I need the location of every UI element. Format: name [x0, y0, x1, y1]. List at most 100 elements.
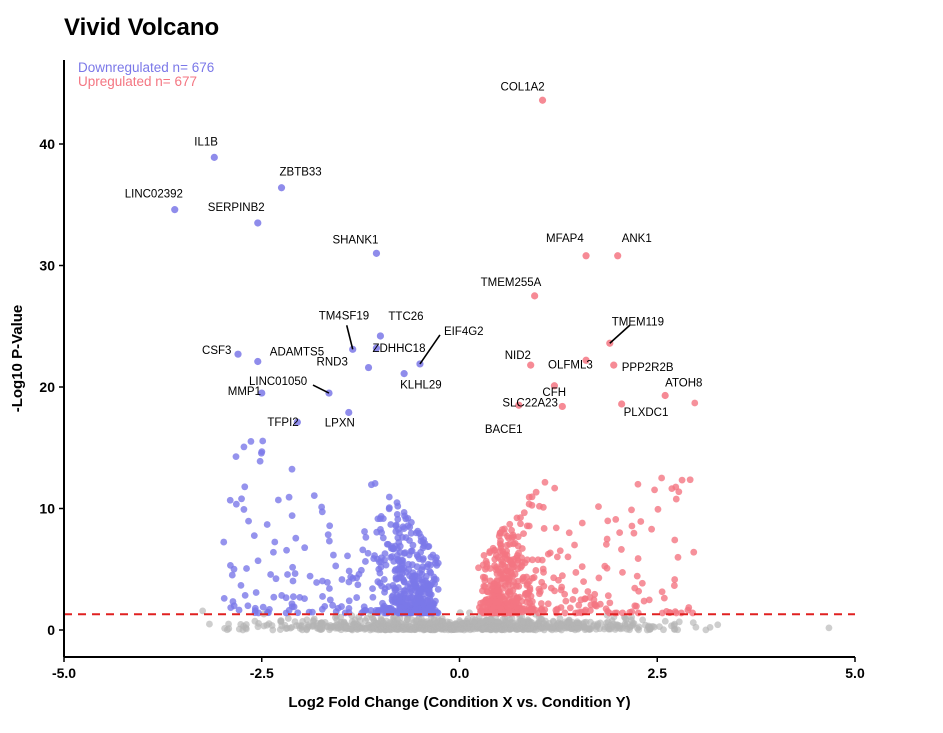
down-point: [429, 603, 437, 610]
labeled-point: [527, 361, 535, 369]
gene-label: TM4SF19: [319, 310, 370, 322]
down-point: [324, 531, 332, 539]
ns-point: [585, 625, 593, 633]
up-point: [593, 602, 600, 610]
gene-label: CSF3: [202, 345, 231, 357]
down-point: [282, 609, 290, 617]
up-point: [638, 579, 646, 587]
down-point: [240, 506, 248, 513]
ns-point: [281, 621, 289, 629]
down-point: [358, 609, 366, 617]
up-point: [580, 578, 587, 586]
up-point: [525, 500, 533, 508]
gene-label: ZBTB33: [280, 167, 322, 179]
up-point: [658, 609, 666, 617]
ns-point: [206, 620, 213, 628]
up-point: [617, 546, 625, 553]
up-point: [552, 524, 560, 532]
down-point: [381, 588, 388, 596]
up-point: [503, 541, 511, 549]
up-point: [509, 540, 517, 548]
labeled-point: [614, 252, 622, 260]
ns-point: [221, 624, 229, 632]
down-point: [383, 607, 391, 615]
down-point: [432, 576, 440, 583]
up-point: [569, 596, 577, 603]
down-point: [289, 577, 297, 585]
gene-label: EIF4G2: [444, 326, 484, 338]
down-point: [318, 508, 326, 516]
up-point: [616, 529, 624, 537]
up-point: [483, 560, 491, 567]
down-point: [405, 551, 413, 559]
up-point: [504, 563, 512, 571]
ns-point: [424, 620, 432, 628]
up-point: [619, 568, 626, 576]
down-point: [284, 571, 291, 578]
ns-point: [610, 620, 617, 628]
down-point: [381, 550, 389, 558]
ns-point: [385, 626, 393, 633]
labeled-point: [558, 402, 566, 411]
down-point: [338, 603, 345, 610]
down-point: [362, 533, 370, 541]
gene-label: TMEM119: [612, 316, 664, 328]
up-point: [564, 553, 572, 561]
down-point: [257, 449, 265, 457]
down-point: [413, 572, 420, 580]
labeled-point: [376, 332, 384, 340]
down-point: [289, 563, 297, 571]
x-tick-label: 2.5: [648, 665, 668, 681]
up-point: [558, 572, 566, 580]
ns-point: [263, 621, 271, 629]
up-point: [630, 529, 638, 537]
down-point: [288, 512, 296, 519]
ns-point: [337, 613, 345, 621]
up-point: [565, 529, 573, 537]
up-point: [539, 503, 547, 511]
up-point: [645, 596, 653, 604]
down-point: [243, 565, 250, 572]
up-point: [551, 484, 559, 492]
y-tick-label: 10: [39, 501, 55, 517]
ns-point: [604, 618, 612, 626]
down-point: [325, 537, 333, 545]
y-tick-label: 40: [39, 136, 55, 152]
down-point: [394, 557, 402, 564]
up-point: [628, 522, 636, 530]
up-point: [619, 609, 626, 617]
labeled-point: [661, 391, 669, 400]
up-point: [591, 590, 599, 598]
down-point: [375, 565, 383, 573]
gene-label: SHANK1: [332, 234, 378, 246]
gene-label: BACE1: [485, 424, 523, 436]
down-point: [313, 579, 320, 586]
up-point: [634, 555, 642, 562]
up-point: [571, 587, 579, 595]
labeled-point: [277, 184, 286, 192]
down-point: [232, 453, 240, 461]
labeled-point: [582, 252, 590, 260]
down-point: [271, 538, 279, 546]
down-point: [245, 517, 252, 525]
up-point: [494, 586, 501, 594]
ns-point: [661, 617, 669, 625]
up-point: [595, 503, 602, 511]
down-point: [228, 571, 236, 579]
ns-point: [199, 607, 207, 615]
ns-point: [459, 619, 467, 627]
down-point: [433, 554, 440, 562]
down-point: [379, 534, 387, 542]
up-point: [613, 609, 621, 617]
up-point: [612, 516, 620, 523]
down-point: [434, 559, 442, 567]
ns-point: [353, 623, 361, 631]
down-point: [423, 563, 431, 571]
up-point: [536, 588, 544, 595]
ns-point: [563, 624, 570, 632]
up-point: [516, 593, 523, 601]
up-point: [529, 556, 536, 564]
down-point: [393, 510, 401, 518]
up-point: [479, 598, 487, 606]
gene-label: TFPI2: [267, 417, 298, 429]
